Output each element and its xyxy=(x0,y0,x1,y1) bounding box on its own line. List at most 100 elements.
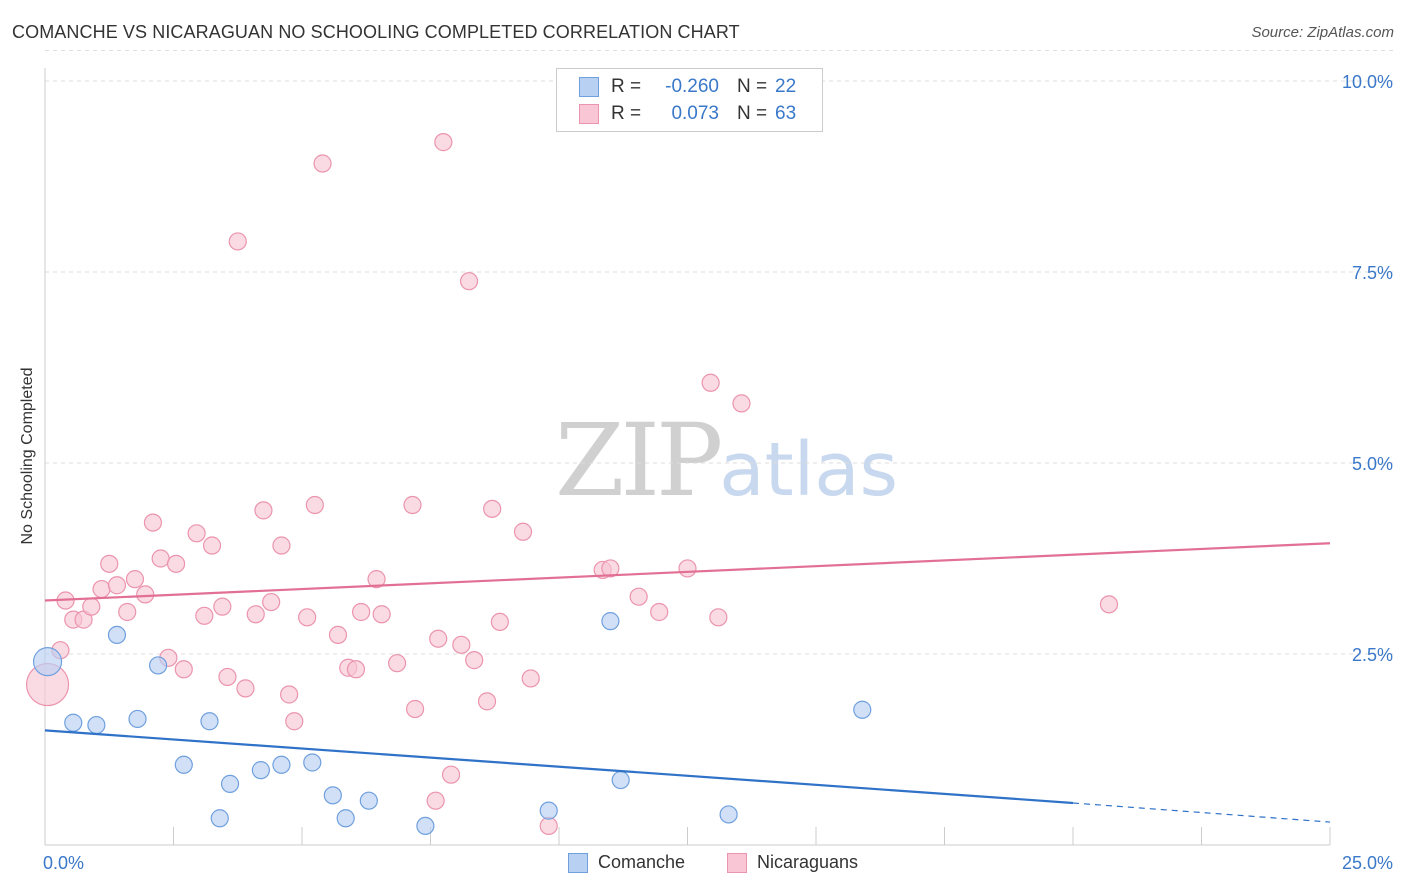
legend-row-comanche: R = -0.260 N = 22 xyxy=(579,75,796,99)
nicaraguan-point xyxy=(125,570,145,589)
comanche-point xyxy=(148,656,168,675)
bottom-legend-swatch-nicaraguans xyxy=(727,852,747,873)
y-tick-label: 10.0% xyxy=(1342,72,1393,92)
nicaraguan-point xyxy=(539,816,558,836)
y-tick-label: 5.0% xyxy=(1352,454,1393,474)
comanche-point xyxy=(303,753,322,772)
nicaraguan-point xyxy=(328,625,348,645)
nicaraguan-point xyxy=(218,667,237,687)
nicaraguan-point xyxy=(187,524,206,543)
nicaraguan-point xyxy=(650,602,669,622)
nicaraguan-point xyxy=(136,585,155,604)
nicaraguan-point xyxy=(372,605,391,624)
legend-r-value: -0.260 xyxy=(665,76,719,97)
nicaraguan-point xyxy=(701,373,720,392)
comanche-point xyxy=(336,809,355,828)
nicaraguan-point xyxy=(434,133,453,152)
chart-title: COMANCHE VS NICARAGUAN NO SCHOOLING COMP… xyxy=(12,22,740,42)
comanche-trend-line xyxy=(44,729,1074,805)
nicaraguan-point xyxy=(513,522,533,541)
nicaraguan-point xyxy=(285,712,304,731)
y-tick-label: 2.5% xyxy=(1352,645,1393,665)
comanche-point xyxy=(251,761,270,780)
nicaraguan-point xyxy=(601,559,620,578)
comanche-point xyxy=(323,786,342,805)
nicaraguan-point xyxy=(118,602,137,622)
nicaraguan-point xyxy=(213,597,232,616)
legend-r-value: 0.073 xyxy=(671,103,719,124)
nicaraguan-point xyxy=(441,765,461,784)
comanche-point xyxy=(719,805,738,824)
comanche-point xyxy=(220,774,240,793)
legend-r-label: R = xyxy=(611,76,642,97)
comanche-point xyxy=(416,816,435,836)
bottom-legend-swatch-comanche xyxy=(568,852,588,873)
nicaraguan-point xyxy=(426,791,445,810)
correlation-legend: R = -0.260 N = 22 R = 0.073 N = 63 xyxy=(556,68,823,132)
comanche-point xyxy=(611,770,630,790)
nicaraguan-point xyxy=(100,554,119,573)
nicaraguan-point xyxy=(709,608,728,627)
nicaraguan-point xyxy=(352,602,371,622)
comanche-point xyxy=(539,801,558,820)
comanche-point xyxy=(601,612,620,631)
nicaraguan-point xyxy=(367,570,386,589)
nicaraguan-point xyxy=(521,669,540,688)
nicaraguan-point xyxy=(166,554,186,573)
legend-r-label: R = xyxy=(611,103,642,124)
legend-swatch-comanche xyxy=(579,77,599,97)
nicaraguan-point xyxy=(151,549,170,568)
nicaraguan-point xyxy=(272,536,291,555)
watermark-zip: ZIP xyxy=(555,402,723,519)
comanche-point xyxy=(853,700,872,719)
legend-n-value: 22 xyxy=(775,76,797,97)
nicaraguan-point xyxy=(452,635,471,654)
comanche-point xyxy=(210,809,229,828)
nicaraguan-point xyxy=(236,679,255,698)
y-tick-label: 7.5% xyxy=(1352,263,1393,283)
comanche-point xyxy=(128,709,147,729)
comanche-point xyxy=(200,712,219,731)
nicaraguan-point xyxy=(228,232,247,251)
legend-n-label: N = xyxy=(737,76,768,97)
nicaraguan-point xyxy=(678,559,697,578)
nicaraguan-point xyxy=(429,629,448,648)
nicaraguan-point xyxy=(254,501,273,520)
nicaraguan-point xyxy=(387,654,407,673)
comanche-point xyxy=(32,647,63,677)
nicaraguan-point xyxy=(280,685,299,704)
bottom-legend-comanche: Comanche xyxy=(568,852,685,873)
nicaraguan-trend-line xyxy=(44,542,1331,602)
comanche-point xyxy=(174,755,193,774)
nicaraguan-point xyxy=(246,605,265,624)
nicaraguan-point xyxy=(465,651,484,670)
nicaraguan-point xyxy=(732,394,751,413)
nicaraguan-point xyxy=(403,495,422,515)
legend-row-nicaraguans: R = 0.073 N = 63 xyxy=(579,102,796,126)
bottom-legend-label-comanche: Comanche xyxy=(598,852,686,872)
nicaraguan-point xyxy=(477,692,497,711)
legend-n-value: 63 xyxy=(775,103,797,124)
comanche-point xyxy=(87,715,106,735)
watermark-atlas: atlas xyxy=(719,427,899,513)
nicaraguan-point xyxy=(490,612,509,632)
x-tick-label: 25.0% xyxy=(1342,853,1393,873)
nicaraguan-point xyxy=(82,597,101,616)
nicaraguan-point xyxy=(298,608,317,627)
x-tick-label: 0.0% xyxy=(43,853,84,873)
nicaraguan-point xyxy=(305,495,324,515)
comanche-point xyxy=(107,625,127,645)
nicaraguan-point xyxy=(459,272,479,291)
comanche-point xyxy=(272,755,291,774)
nicaraguan-point xyxy=(346,660,366,679)
nicaraguan-point xyxy=(143,513,163,532)
comanche-trend-extension xyxy=(1072,802,1331,823)
nicaraguan-point xyxy=(262,592,281,612)
source-label: Source: ZipAtlas.com xyxy=(1251,24,1394,41)
nicaraguan-point xyxy=(202,536,222,555)
nicaraguan-point xyxy=(1099,595,1119,614)
comanche-point xyxy=(359,791,378,810)
nicaraguan-point xyxy=(107,576,127,595)
bottom-legend-label-nicaraguans: Nicaraguans xyxy=(757,852,859,872)
